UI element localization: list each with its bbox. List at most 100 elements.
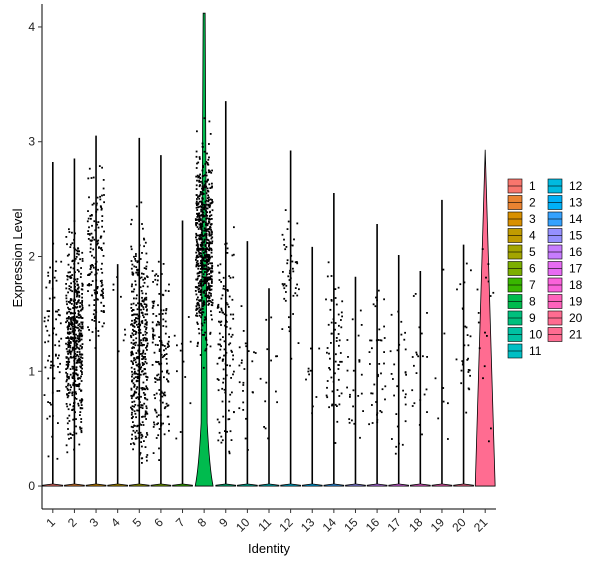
data-point	[201, 263, 203, 266]
data-point	[93, 256, 95, 259]
data-point	[199, 282, 202, 285]
data-point	[77, 347, 80, 350]
data-point	[134, 431, 137, 434]
legend-label-18: 18	[569, 278, 583, 292]
data-point	[195, 175, 198, 178]
data-point	[209, 333, 212, 335]
data-point	[59, 362, 61, 365]
data-point	[196, 342, 199, 345]
data-point	[359, 436, 361, 439]
data-point	[200, 233, 202, 236]
violin-21	[474, 149, 496, 487]
data-point	[96, 292, 98, 295]
data-point	[144, 323, 147, 325]
data-point	[55, 353, 57, 356]
data-point	[72, 382, 75, 384]
data-point	[89, 251, 92, 253]
violin-6	[150, 155, 172, 487]
data-point	[143, 245, 145, 248]
data-point	[383, 298, 385, 301]
data-point	[242, 384, 245, 386]
data-point	[206, 238, 209, 241]
legend-label-6: 6	[529, 262, 536, 276]
data-point	[179, 431, 182, 433]
data-point	[203, 292, 205, 294]
data-point	[151, 270, 154, 272]
data-point	[204, 260, 207, 262]
data-point	[136, 294, 138, 297]
data-point	[51, 435, 54, 438]
data-point	[72, 366, 75, 368]
data-point	[238, 407, 241, 410]
data-point	[467, 371, 470, 373]
data-point	[247, 449, 249, 451]
data-point	[483, 365, 486, 368]
data-point	[223, 313, 226, 316]
data-point	[91, 280, 94, 282]
data-point	[53, 276, 56, 279]
data-point	[137, 274, 140, 277]
data-point	[146, 398, 149, 401]
data-point	[99, 236, 102, 239]
data-point	[100, 294, 102, 297]
data-point	[80, 356, 82, 359]
data-point	[138, 348, 141, 350]
data-point	[94, 263, 97, 265]
data-point	[207, 294, 210, 297]
data-point	[70, 299, 73, 302]
data-point	[226, 430, 228, 433]
data-point	[476, 288, 479, 291]
data-point	[67, 362, 70, 365]
data-point	[223, 340, 226, 343]
data-point	[100, 247, 103, 249]
x-tick-label: 15	[341, 515, 361, 535]
data-point	[134, 435, 137, 438]
data-point	[329, 308, 332, 311]
data-point	[288, 316, 290, 319]
data-point	[80, 362, 83, 365]
data-point	[228, 452, 231, 455]
data-point	[65, 380, 68, 383]
data-point	[91, 239, 93, 242]
data-point	[139, 353, 142, 355]
data-point	[73, 404, 75, 407]
data-point	[73, 259, 76, 262]
data-point	[208, 156, 210, 159]
data-point	[202, 193, 205, 195]
data-point	[146, 339, 148, 342]
data-point	[208, 196, 210, 199]
data-point	[80, 272, 82, 275]
data-point	[159, 376, 161, 379]
data-point	[211, 267, 213, 270]
data-point	[77, 286, 80, 289]
data-point	[158, 378, 161, 381]
data-point	[232, 358, 234, 361]
data-point	[224, 288, 226, 291]
data-point	[156, 283, 159, 286]
data-point	[205, 213, 208, 216]
data-point	[131, 361, 134, 364]
data-point	[208, 295, 210, 298]
data-point	[201, 311, 204, 313]
data-point	[132, 421, 134, 423]
data-point	[57, 313, 60, 316]
data-point	[132, 290, 135, 293]
data-point	[102, 187, 105, 190]
data-point	[329, 357, 331, 360]
data-point	[337, 368, 340, 370]
data-point	[79, 428, 82, 430]
data-point	[195, 259, 197, 261]
data-point	[69, 299, 72, 302]
data-point	[208, 245, 210, 248]
data-point	[426, 411, 428, 413]
data-point	[290, 357, 293, 360]
data-point	[206, 289, 209, 291]
data-point	[205, 192, 208, 195]
data-point	[79, 334, 82, 337]
data-point	[202, 186, 205, 188]
data-point	[205, 171, 208, 174]
data-point	[78, 295, 81, 298]
data-point	[242, 381, 245, 384]
data-point	[78, 253, 80, 256]
data-point	[158, 321, 160, 324]
